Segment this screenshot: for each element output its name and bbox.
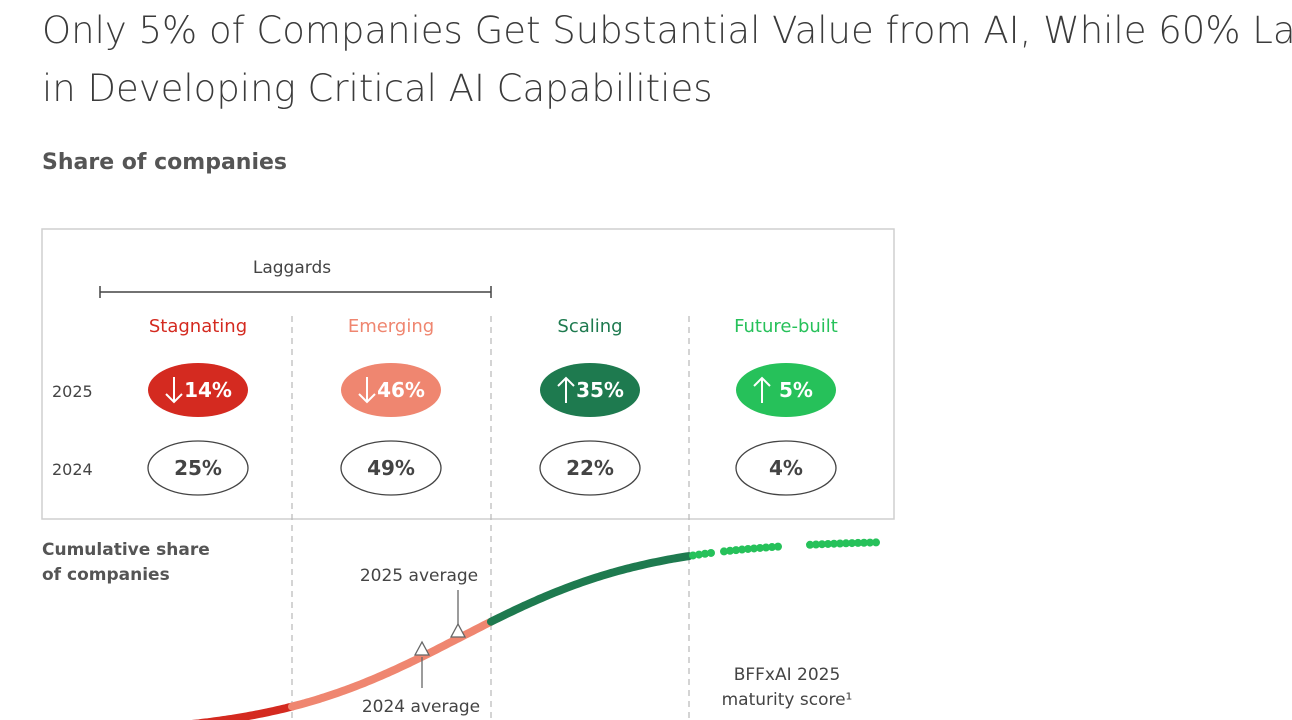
curve-point-future-built: [824, 539, 832, 548]
segment-header-future-built: Future-built: [734, 316, 838, 337]
curve-point-future-built: [866, 538, 874, 547]
laggards-label: Laggards: [253, 258, 331, 278]
pill-2025-emerging: [341, 363, 441, 417]
year-label-2024: 2024: [52, 460, 93, 479]
value-2025-future-built: 5%: [779, 378, 813, 402]
curve-segment-scaling: [487, 552, 693, 626]
curve-point-future-built: [818, 540, 826, 549]
curve-point-future-built: [689, 551, 697, 560]
curve-point-future-built: [842, 539, 850, 548]
curve-point-future-built: [830, 539, 838, 548]
cumulative-label-line-2: of companies: [42, 565, 170, 585]
pill-2024-future-built: [735, 440, 837, 496]
avg-2024-marker: [413, 640, 431, 656]
curve-point-future-built: [726, 546, 734, 555]
value-2024-scaling: 22%: [566, 456, 614, 480]
pill-2024-stagnating: [147, 440, 249, 496]
value-2025-stagnating: 14%: [184, 378, 232, 402]
arrow-up-icon-future-built: [753, 376, 771, 403]
curve-point-future-built: [836, 539, 844, 548]
avg-2024-label: 2024 average: [362, 697, 480, 717]
curve-point-future-built: [756, 543, 764, 552]
curve-point-future-built: [732, 546, 740, 555]
value-2025-scaling: 35%: [576, 378, 624, 402]
curve-segment-emerging: [288, 618, 494, 711]
pill-2025-stagnating: [148, 363, 248, 417]
curve-point-future-built: [762, 543, 770, 552]
curve-point-future-built: [738, 545, 746, 554]
curve-point-future-built: [774, 542, 782, 551]
pill-2024-emerging: [340, 440, 442, 496]
page-title: Only 5% of Companies Get Substantial Val…: [42, 2, 1292, 118]
curve-point-future-built: [701, 549, 709, 558]
value-2024-emerging: 49%: [367, 456, 415, 480]
curve-point-future-built: [872, 538, 880, 547]
title-line-2: in Developing Critical AI Capabilities: [42, 67, 713, 110]
curve-point-future-built: [806, 540, 814, 549]
value-2025-emerging: 46%: [377, 378, 425, 402]
curve-point-future-built: [750, 544, 758, 553]
xaxis-label-line-2: maturity score¹: [722, 690, 853, 710]
chart-subtitle: Share of companies: [42, 150, 288, 175]
segment-columns: Stagnating 14% 25% Emerging 46% 49% Scaling 35%…: [147, 316, 838, 496]
value-2024-future-built: 4%: [769, 456, 803, 480]
curve-point-future-built: [707, 548, 715, 557]
arrow-down-icon-stagnating: [165, 377, 183, 404]
curve-point-future-built: [768, 543, 776, 552]
cumulative-curve: [191, 538, 880, 720]
cumulative-label-line-1: Cumulative share: [42, 540, 210, 560]
avg-2025-label: 2025 average: [360, 566, 478, 586]
value-2024-stagnating: 25%: [174, 456, 222, 480]
arrow-up-icon-scaling: [557, 376, 575, 403]
arrow-down-icon-emerging: [358, 377, 376, 404]
curve-point-future-built: [854, 538, 862, 547]
curve-point-future-built: [860, 538, 868, 547]
year-label-2025: 2025: [52, 382, 93, 401]
curve-point-future-built: [848, 539, 856, 548]
curve-point-future-built: [744, 544, 752, 553]
pill-2024-scaling: [539, 440, 641, 496]
pill-2025-scaling: [540, 363, 640, 417]
curve-point-future-built: [812, 540, 820, 549]
table-frame: [41, 228, 895, 520]
segment-header-scaling: Scaling: [557, 316, 622, 337]
curve-point-future-built: [695, 550, 703, 559]
segment-header-emerging: Emerging: [348, 316, 434, 337]
curve-point-future-built: [720, 547, 728, 556]
avg-2025-marker: [449, 622, 467, 638]
pill-2025-future-built: [736, 363, 836, 417]
curve-segment-stagnating: [191, 702, 296, 720]
xaxis-label-line-1: BFFxAI 2025: [734, 665, 841, 685]
segment-header-stagnating: Stagnating: [149, 316, 247, 337]
title-line-1: Only 5% of Companies Get Substantial Val…: [42, 9, 1292, 52]
